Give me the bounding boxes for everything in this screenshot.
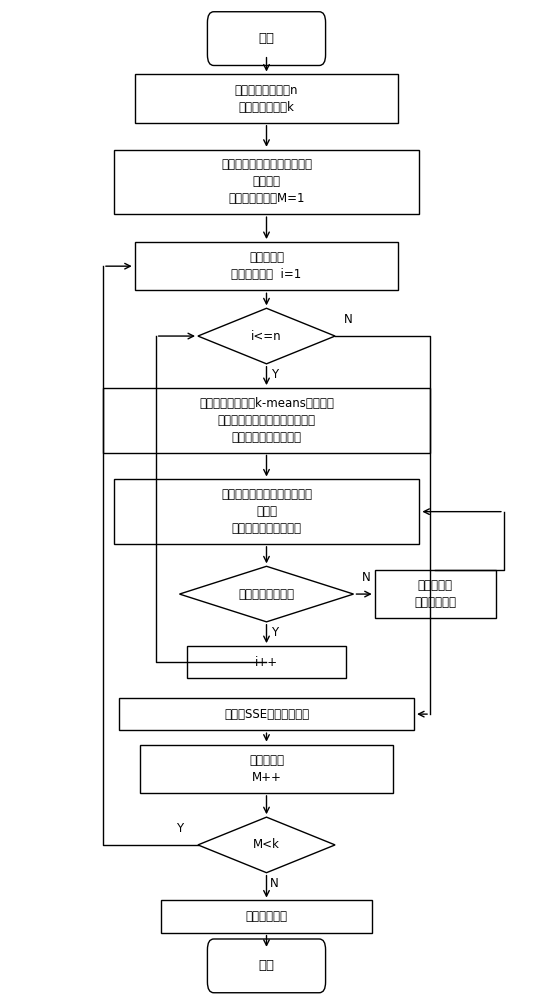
Bar [119,698,414,730]
Text: Y: Y [176,822,183,835]
Polygon shape [198,817,335,873]
Bar [161,900,372,933]
FancyBboxPatch shape [207,12,326,65]
Text: 选择总SSE最小的两个簇: 选择总SSE最小的两个簇 [224,708,309,721]
Text: 取出一个簇
当前实验次数  i=1: 取出一个簇 当前实验次数 i=1 [231,251,302,281]
Bar [114,479,419,544]
Text: 结束: 结束 [259,959,274,972]
Bar [114,150,419,214]
Text: i++: i++ [255,656,278,669]
Bar [375,570,496,618]
Bar [188,646,345,678]
Bar [140,745,393,793]
Text: 样本所属簇未改变: 样本所属簇未改变 [238,588,295,601]
Text: 利用平均值
更新簇内质心: 利用平均值 更新簇内质心 [414,579,456,609]
Polygon shape [180,566,353,622]
FancyBboxPatch shape [207,939,326,993]
Bar [135,74,398,123]
Text: N: N [270,877,279,890]
Text: 计算剩余样本到质心的距离，
并将其
分配到距离最近的簇内: 计算剩余样本到质心的距离， 并将其 分配到距离最近的簇内 [221,488,312,535]
Bar [103,388,430,453]
Bar [135,242,398,290]
Text: 添加至簇表
M++: 添加至簇表 M++ [249,754,284,784]
Text: M<k: M<k [253,838,280,851]
Text: 对选定簇运用基本k-means进行二分
即随机选择选定簇中的两个样本
作为两个初始聚类质心: 对选定簇运用基本k-means进行二分 即随机选择选定簇中的两个样本 作为两个初… [199,397,334,444]
Text: 开始: 开始 [259,32,274,45]
Text: 输出聚类结果: 输出聚类结果 [246,910,287,923]
Text: Y: Y [271,626,278,639]
Text: 设定二分实验次数n
及聚类后的簇数k: 设定二分实验次数n 及聚类后的簇数k [235,84,298,114]
Text: Y: Y [271,368,278,381]
Text: 初始化簇表，将所有样本组成
最大的簇
当前簇表中簇数M=1: 初始化簇表，将所有样本组成 最大的簇 当前簇表中簇数M=1 [221,158,312,205]
Text: N: N [362,571,371,584]
Polygon shape [198,308,335,364]
Text: i<=n: i<=n [251,330,282,343]
Text: N: N [344,313,353,326]
